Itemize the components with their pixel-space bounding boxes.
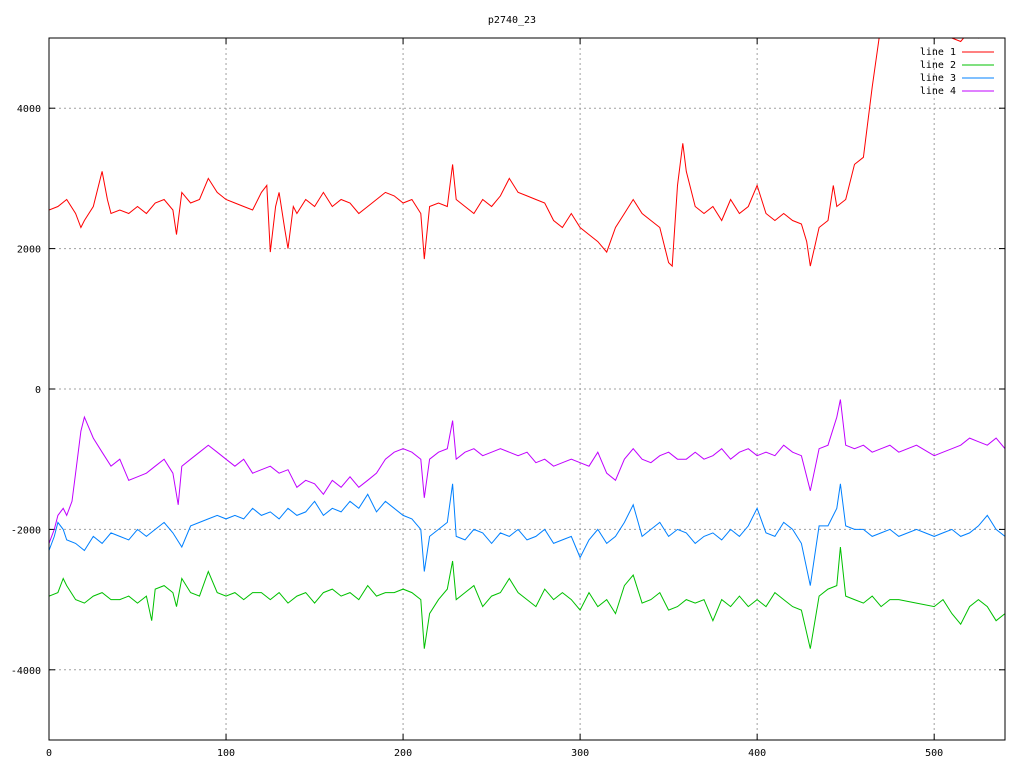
x-tick-label: 400 bbox=[748, 748, 766, 759]
legend-label: line 2 bbox=[920, 60, 956, 71]
x-tick-label: 0 bbox=[46, 748, 52, 759]
series-line-2 bbox=[49, 546, 1005, 649]
axis-ticks: 0 100 200 300 400 500 -4000 -2000 0 2000 4000 bbox=[11, 38, 1005, 759]
legend-label: line 1 bbox=[920, 47, 956, 58]
series-line-4 bbox=[49, 399, 1005, 544]
y-tick-label: -2000 bbox=[11, 525, 41, 536]
series-line-3 bbox=[49, 483, 1005, 586]
x-tick-label: 300 bbox=[571, 748, 589, 759]
x-tick-label: 500 bbox=[925, 748, 943, 759]
chart-title: p2740_23 bbox=[488, 15, 536, 26]
y-tick-label: 2000 bbox=[17, 245, 41, 256]
x-tick-label: 100 bbox=[217, 748, 235, 759]
series-line-1 bbox=[49, 38, 979, 268]
y-tick-label: -4000 bbox=[11, 666, 41, 677]
series-lines bbox=[49, 38, 1005, 649]
x-tick-label: 200 bbox=[394, 748, 412, 759]
gridlines bbox=[48, 38, 1005, 740]
legend-label: line 4 bbox=[920, 86, 956, 97]
plot-frame bbox=[48, 37, 1006, 741]
legend: line 1 line 2 line 3 line 4 bbox=[920, 47, 994, 97]
y-tick-label: 0 bbox=[35, 385, 41, 396]
legend-label: line 3 bbox=[920, 73, 956, 84]
y-tick-label: 4000 bbox=[17, 104, 41, 115]
